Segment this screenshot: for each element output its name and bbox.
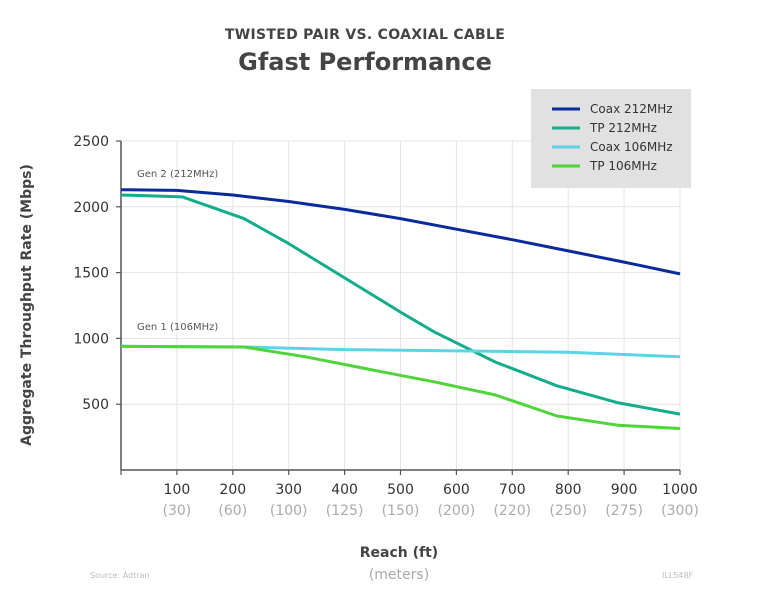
legend: Coax 212MHz TP 212MHz Coax 106MHz TP 106MHz — [531, 89, 691, 188]
x-tick-label-meters: (300) — [661, 503, 699, 519]
x-tick-label-meters: (150) — [382, 503, 420, 519]
x-tick-label-meters: (30) — [163, 503, 192, 519]
x-tick-label: 100 — [164, 482, 191, 498]
x-tick-label-meters: (100) — [270, 503, 308, 519]
series-line-coax-212mhz — [120, 188, 681, 276]
y-tick-label: 1000 — [73, 331, 109, 347]
legend-label: TP 106MHz — [589, 159, 657, 173]
x-tick-label-meters: (250) — [549, 503, 587, 519]
annotation-gen2: Gen 2 (212MHz) — [137, 169, 218, 180]
figure-code: ILL548F — [662, 571, 694, 580]
chart-title: Gfast Performance — [238, 48, 492, 76]
legend-label: Coax 212MHz — [590, 102, 673, 116]
y-axis-label: Aggregate Throughput Rate (Mbps) — [19, 164, 35, 446]
x-axis-label-meters: (meters) — [369, 567, 429, 583]
x-tick-label: 1000 — [662, 482, 698, 498]
axes: 100 (30) 200 (60) 300 (100) 400 (125) 500 (150) 60… — [73, 134, 698, 519]
y-tick-label: 1500 — [73, 266, 109, 282]
source-note: Source: Adtran — [90, 571, 150, 580]
x-axis-label: Reach (ft) — [360, 545, 438, 561]
legend-label: TP 212MHz — [589, 121, 657, 135]
x-tick-label: 400 — [331, 482, 358, 498]
legend-label: Coax 106MHz — [590, 140, 673, 154]
x-tick-label-meters: (60) — [218, 503, 247, 519]
x-tick-label: 500 — [387, 482, 414, 498]
series-lines — [120, 188, 681, 430]
x-tick-label: 600 — [443, 482, 470, 498]
x-tick-label: 700 — [499, 482, 526, 498]
x-tick-label: 300 — [275, 482, 302, 498]
x-tick-label-meters: (125) — [326, 503, 364, 519]
series-line-tp-212mhz — [120, 193, 681, 416]
y-tick-label: 2000 — [73, 200, 109, 216]
x-tick-label-meters: (200) — [438, 503, 476, 519]
x-tick-label-meters: (220) — [493, 503, 531, 519]
y-tick-label: 2500 — [73, 134, 109, 150]
y-tick-label: 500 — [82, 397, 109, 413]
chart-supertitle: TWISTED PAIR VS. COAXIAL CABLE — [224, 27, 506, 43]
series-line-tp-106mhz — [120, 344, 681, 430]
x-tick-label: 900 — [611, 482, 638, 498]
grid — [121, 140, 681, 470]
annotation-gen1: Gen 1 (106MHz) — [137, 322, 218, 333]
legend-background — [531, 89, 691, 188]
x-tick-label: 800 — [555, 482, 582, 498]
x-tick-label-meters: (275) — [605, 503, 643, 519]
x-tick-label: 200 — [219, 482, 246, 498]
